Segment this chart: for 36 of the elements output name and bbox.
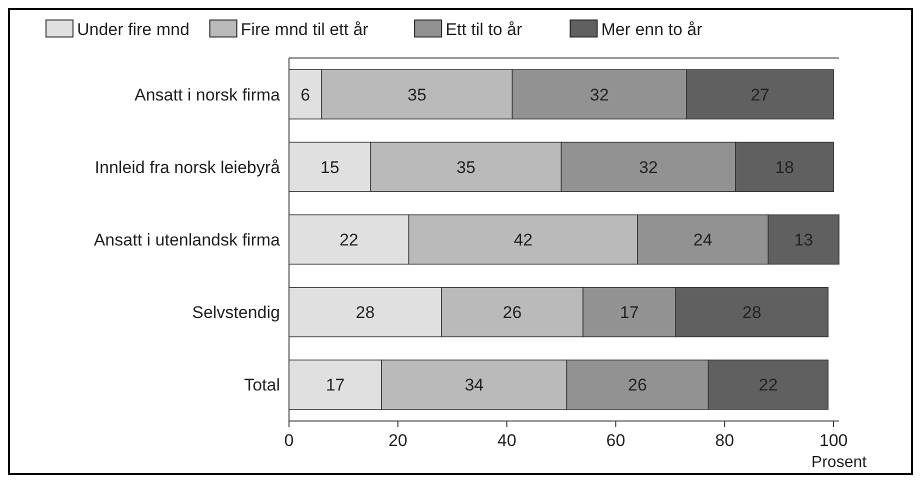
- data-label: 28: [356, 303, 375, 322]
- y-tick-label: Total: [244, 376, 280, 395]
- data-label: 17: [326, 376, 345, 395]
- data-label: 22: [758, 376, 778, 395]
- data-label: 27: [750, 85, 770, 104]
- x-tick-label: 60: [606, 431, 626, 450]
- y-tick-label: Ansatt i norsk firma: [134, 85, 281, 104]
- data-label: 32: [590, 85, 609, 104]
- data-label: 26: [502, 303, 522, 322]
- x-tick-label: 80: [715, 431, 734, 450]
- legend-label: Under fire mnd: [77, 20, 190, 39]
- data-label: 34: [464, 376, 484, 395]
- legend-label: Fire mnd til ett år: [240, 20, 369, 39]
- legend-label: Mer enn to år: [601, 20, 703, 39]
- x-tick-label: 0: [284, 431, 294, 450]
- data-label: 35: [408, 85, 426, 104]
- data-label: 32: [638, 158, 658, 177]
- y-tick-label: Innleid fra norsk leiebyrå: [94, 158, 281, 177]
- legend-label: Ett til to år: [446, 20, 522, 39]
- data-label: 15: [320, 158, 340, 177]
- data-label: 22: [339, 230, 358, 250]
- data-label: 26: [628, 376, 647, 395]
- y-tick-label: Ansatt i utenlandsk firma: [94, 230, 281, 250]
- data-label: 24: [693, 230, 712, 250]
- x-tick-label: 20: [388, 431, 408, 450]
- data-label: 6: [300, 85, 310, 104]
- x-tick-label: 100: [819, 431, 848, 450]
- data-label: 17: [620, 303, 639, 322]
- data-label: 42: [514, 230, 533, 250]
- data-label: 35: [456, 158, 476, 177]
- y-tick-label: Selvstendig: [192, 303, 280, 322]
- x-axis-title: Prosent: [811, 454, 868, 471]
- data-label: 28: [742, 303, 762, 322]
- data-label: 18: [775, 158, 794, 177]
- x-tick-label: 40: [497, 431, 516, 450]
- data-label: 13: [794, 230, 814, 250]
